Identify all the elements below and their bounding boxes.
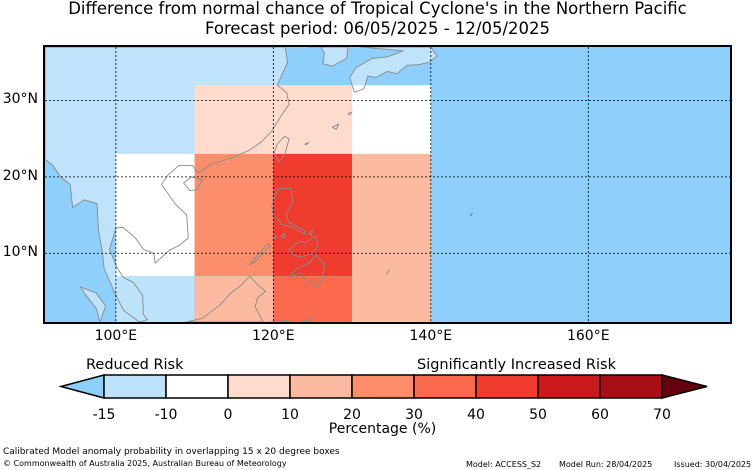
coastline-hainan <box>183 176 203 192</box>
coastline-layer <box>45 47 473 322</box>
anomaly-cell-7 <box>273 276 352 322</box>
model-run: Model Run: 28/04/2025 <box>559 460 653 469</box>
colorbar <box>58 374 708 399</box>
colorbar-axis-label: Percentage (%) <box>328 421 437 437</box>
anomaly-cell-8 <box>352 85 431 154</box>
colorbar-segment-9 <box>599 374 663 399</box>
map-panel <box>43 45 732 324</box>
island-5 <box>386 269 390 275</box>
colorbar-segment-8 <box>537 374 601 399</box>
island-1 <box>331 123 340 130</box>
colorbar-segment-1 <box>103 374 167 399</box>
colorbar-tick-label: 40 <box>467 407 485 423</box>
coastline-japan <box>349 47 438 93</box>
colorbar-under-arrow <box>58 374 105 399</box>
lon-tick-label: 120°E <box>252 328 295 344</box>
increased-risk-label: Significantly Increased Risk <box>417 357 616 373</box>
colorbar-tick-label: 30 <box>405 407 423 423</box>
anomaly-cell-4 <box>194 153 274 277</box>
anomaly-cell-1 <box>115 153 195 277</box>
colorbar-tick-label: 0 <box>223 407 233 423</box>
colorbar-tick-label: -10 <box>154 407 178 423</box>
coastline-mainland-asia <box>45 47 290 322</box>
coastline-mindanao <box>288 254 325 288</box>
lat-tick-label: 10°N <box>2 244 38 261</box>
coastline-taiwan <box>273 135 290 163</box>
model-name: Model: ACCESS_S2 <box>466 460 542 469</box>
copyright-note: © Commonwealth of Australia 2025, Austra… <box>3 459 287 468</box>
island-2 <box>347 111 353 116</box>
island-8 <box>308 229 314 236</box>
anomaly-cell-2 <box>115 276 195 322</box>
coastline-korea <box>308 47 349 67</box>
coastline-palawan <box>249 243 271 266</box>
colorbar-tick-label: 10 <box>281 407 299 423</box>
land-korea <box>308 47 349 67</box>
coastline-visayas <box>288 235 319 258</box>
colorbar-tick-label: 60 <box>591 407 609 423</box>
coastline-borneo <box>186 275 266 322</box>
colorbar-tick-label: 20 <box>343 407 361 423</box>
island-7 <box>272 235 277 240</box>
forecast-period: Forecast period: 06/05/2025 - 12/05/2025 <box>204 19 551 38</box>
island-3 <box>304 142 310 146</box>
colorbar-segment-6 <box>413 374 477 399</box>
colorbar-tick-label: 70 <box>653 407 671 423</box>
colorbar-segment-3 <box>227 374 291 399</box>
colorbar-segment-7 <box>475 374 539 399</box>
colorbar-over-arrow <box>661 374 708 399</box>
chart-title: Difference from normal chance of Tropica… <box>68 0 687 18</box>
colorbar-segment-5 <box>351 374 415 399</box>
lon-tick-label: 140°E <box>409 328 453 344</box>
issued-date: Issued: 30/04/2025 <box>674 460 752 469</box>
reduced-risk-label: Reduced Risk <box>86 357 184 373</box>
coastline-sumatra <box>79 286 107 322</box>
colorbar-tick-label: 50 <box>529 407 547 423</box>
colorbar-tick-label: -15 <box>92 407 116 423</box>
coastline-luzon <box>271 187 306 235</box>
lon-tick-label: 100°E <box>94 328 138 344</box>
anomaly-cell-6 <box>273 153 352 277</box>
colorbar-segment-2 <box>165 374 229 399</box>
lat-tick-label: 30°N <box>2 91 38 108</box>
lat-tick-label: 20°N <box>2 167 38 184</box>
land-japan <box>349 47 438 93</box>
colorbar-segment-4 <box>289 374 353 399</box>
island-4 <box>469 212 473 217</box>
footer-note: Calibrated Model anomaly probability in … <box>3 447 340 457</box>
island-6 <box>280 232 286 239</box>
lon-tick-label: 160°E <box>566 328 610 344</box>
map-canvas <box>45 47 730 322</box>
graticule <box>45 47 730 322</box>
coastline-sulawesi <box>268 317 314 322</box>
anomaly-cell-9 <box>352 153 431 322</box>
